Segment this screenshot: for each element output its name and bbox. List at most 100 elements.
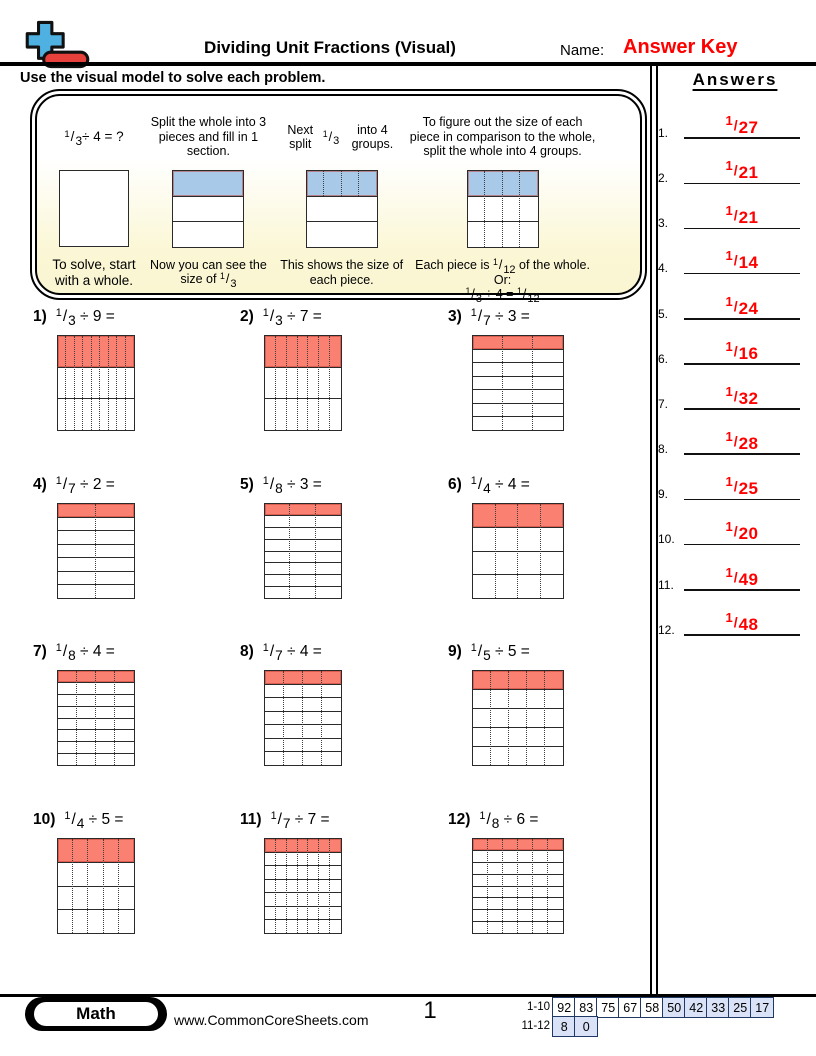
fraction-denominator: 5 <box>483 648 491 664</box>
problem-operation: ÷ 4 = <box>490 476 530 493</box>
dotted-divider <box>302 671 303 765</box>
grid-row <box>473 873 563 886</box>
problem-label: 1) 1/3 ÷ 9 = <box>33 307 243 328</box>
grid-row <box>265 683 341 698</box>
grid-row <box>473 689 563 708</box>
dotted-divider <box>307 336 309 430</box>
dotted-divider <box>73 336 75 430</box>
dotted-divider <box>307 839 309 933</box>
filled-row <box>265 839 341 852</box>
fraction-slash: / <box>733 207 738 224</box>
score-cell: 67 <box>618 997 642 1018</box>
grid-row <box>306 195 377 222</box>
answer-fraction: 1/16 <box>684 338 800 363</box>
text-segment: Split the whole into 3 pieces and fill i… <box>150 115 267 159</box>
filled-row <box>58 671 134 682</box>
grid-row <box>265 366 341 399</box>
grid-row <box>265 586 341 598</box>
score-row-label: 11-12 <box>521 1020 550 1033</box>
fraction-slash: / <box>733 252 738 269</box>
dotted-divider <box>494 504 496 598</box>
filled-row <box>265 671 341 684</box>
fraction-numerator: 1 <box>725 383 733 399</box>
fraction-denominator: 7 <box>68 481 76 497</box>
fraction-slash: / <box>733 568 738 585</box>
dotted-divider <box>76 671 77 765</box>
answer-item: 2. 1/21 <box>656 142 808 186</box>
dotted-divider <box>531 839 533 933</box>
problem-operation: ÷ 3 = <box>282 476 322 493</box>
problem: 11) 1/7 ÷ 7 = <box>240 810 450 934</box>
dotted-divider <box>508 671 509 765</box>
grid-row <box>58 366 134 399</box>
grid-row <box>265 538 341 551</box>
dotted-divider <box>285 839 287 933</box>
dotted-divider <box>283 671 284 765</box>
problem-grid <box>264 335 342 431</box>
problem-grid <box>57 335 135 431</box>
grid-row <box>58 729 134 741</box>
problem-operation: ÷ 6 = <box>499 811 539 828</box>
problem-operation: ÷ 5 = <box>490 643 530 660</box>
fraction-slash: / <box>498 258 503 272</box>
fraction-slash: / <box>733 162 738 179</box>
example-column: 1/3 ÷ 4 = ? To solve, start with a whole. <box>49 104 139 288</box>
filled-row <box>58 504 134 517</box>
fraction: 1/12 <box>517 286 540 305</box>
answer-fraction: 1/25 <box>684 474 800 498</box>
fraction-numerator: 1 <box>470 475 477 488</box>
filled-row <box>265 336 341 367</box>
example-columns: 1/3 ÷ 4 = ? To solve, start with a whole.… <box>35 94 642 305</box>
score-row: 1-10 92 83 75 67 58 50 42 33 25 17 <box>506 997 774 1018</box>
fraction-denominator: 32 <box>738 388 759 408</box>
grid-row <box>58 693 134 706</box>
fraction-denominator: 7 <box>483 313 491 329</box>
fraction-denominator: 21 <box>738 208 759 228</box>
answer-fraction: 1/28 <box>684 429 800 453</box>
dotted-divider <box>329 336 331 430</box>
problem: 9) 1/5 ÷ 5 = <box>448 642 658 766</box>
grid-row <box>473 909 563 921</box>
text-segment: To solve, start with a whole. <box>52 257 136 288</box>
fraction: 1/21 <box>725 203 759 228</box>
fraction: 1/3 <box>323 129 339 147</box>
answer-blank-line <box>684 272 800 275</box>
grid-row <box>473 885 563 898</box>
filled-row <box>467 171 538 196</box>
grid-row <box>473 708 563 727</box>
dotted-divider <box>340 171 342 197</box>
grid-row <box>58 557 134 571</box>
text-segment: Each piece is <box>415 258 493 272</box>
dotted-divider <box>117 839 119 933</box>
answer-number: 5. <box>658 306 669 321</box>
answer-fraction: 1/24 <box>684 294 800 318</box>
dotted-divider <box>484 171 486 247</box>
problem-label: 8) 1/7 ÷ 4 = <box>240 642 450 663</box>
grid-row <box>58 543 134 558</box>
problem-number: 11) <box>240 811 262 828</box>
problem-grid <box>57 503 135 599</box>
dotted-divider <box>116 336 118 430</box>
answers-divider <box>650 66 658 995</box>
fraction-denominator: 8 <box>275 481 283 497</box>
filled-row <box>306 171 377 196</box>
fraction-denominator: 12 <box>527 292 540 305</box>
text-segment: of the whole. <box>515 258 590 272</box>
fraction-numerator: 1 <box>725 338 733 354</box>
dotted-divider <box>501 336 503 430</box>
grid-row <box>467 195 538 222</box>
grid-row <box>265 919 341 933</box>
fraction-slash: / <box>269 476 275 493</box>
dotted-divider <box>486 839 488 933</box>
answer-blank-line <box>684 453 800 456</box>
fraction-numerator: 1 <box>725 564 733 580</box>
fraction-denominator: 8 <box>68 648 76 664</box>
fraction-numerator: 1 <box>470 307 477 320</box>
problem-number: 8) <box>240 643 254 660</box>
fraction: 1/3 <box>64 129 82 148</box>
fraction-numerator: 1 <box>262 307 269 320</box>
fraction-slash: / <box>277 811 282 828</box>
dotted-divider <box>314 504 316 598</box>
problem-operation: ÷ 9 = <box>75 308 115 325</box>
problem-label: 6) 1/4 ÷ 4 = <box>448 475 658 496</box>
